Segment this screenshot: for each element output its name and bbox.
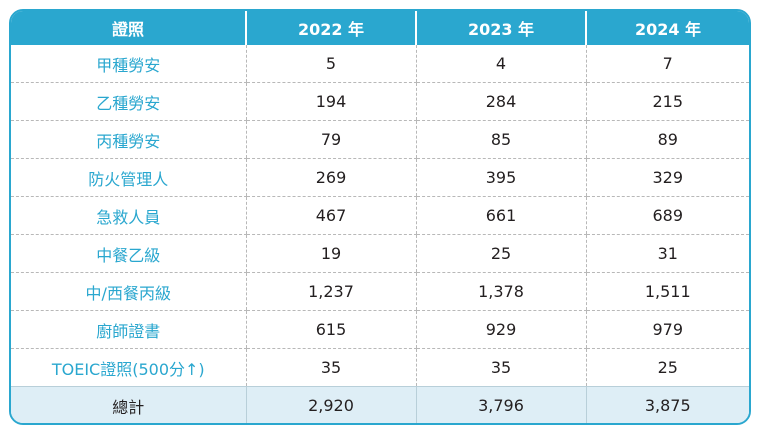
cell-2023: 395	[415, 158, 586, 197]
total-row: 總計 2,920 3,796 3,875	[11, 386, 749, 423]
row-label: 乙種勞安	[11, 82, 246, 121]
table-row: 防火管理人 269 395 329	[11, 158, 749, 197]
row-label: 中/西餐丙級	[11, 272, 246, 311]
cell-2023: 25	[415, 234, 586, 273]
total-label: 總計	[11, 386, 246, 423]
cell-2022: 269	[245, 158, 416, 197]
row-label: TOEIC證照(500分↑)	[11, 348, 246, 387]
header-row: 證照 2022 年 2023 年 2024 年	[11, 11, 749, 45]
cell-2024: 25	[585, 348, 749, 387]
cell-2024: 329	[585, 158, 749, 197]
cell-2024: 979	[585, 310, 749, 349]
cell-2023: 284	[415, 82, 586, 121]
table-row: 廚師證書 615 929 979	[11, 310, 749, 349]
table-body: 甲種勞安 5 4 7 乙種勞安 194 284 215 丙種勞安 79 85 8…	[11, 45, 749, 423]
cell-2023: 1,378	[415, 272, 586, 311]
table-header: 證照 2022 年 2023 年 2024 年	[11, 11, 749, 45]
total-2023: 3,796	[415, 386, 586, 423]
cell-2022: 194	[245, 82, 416, 121]
cell-2023: 35	[415, 348, 586, 387]
cell-2024: 31	[585, 234, 749, 273]
cell-2024: 1,511	[585, 272, 749, 311]
header-year-2023: 2023 年	[415, 11, 586, 45]
row-label: 甲種勞安	[11, 45, 246, 83]
cell-2022: 615	[245, 310, 416, 349]
header-year-2022: 2022 年	[245, 11, 416, 45]
total-2024: 3,875	[585, 386, 749, 423]
table-row: 甲種勞安 5 4 7	[11, 45, 749, 83]
certification-table-container: 證照 2022 年 2023 年 2024 年 甲種勞安 5 4 7 乙種勞安 …	[9, 9, 751, 425]
row-label: 防火管理人	[11, 158, 246, 197]
cell-2022: 1,237	[245, 272, 416, 311]
row-label: 中餐乙級	[11, 234, 246, 273]
header-certificate: 證照	[11, 11, 246, 45]
total-2022: 2,920	[245, 386, 416, 423]
table-row: 中/西餐丙級 1,237 1,378 1,511	[11, 272, 749, 311]
cell-2024: 7	[585, 45, 749, 83]
table-row: 中餐乙級 19 25 31	[11, 234, 749, 273]
cell-2023: 661	[415, 196, 586, 235]
cell-2022: 35	[245, 348, 416, 387]
cell-2023: 929	[415, 310, 586, 349]
cell-2024: 89	[585, 120, 749, 159]
row-label: 丙種勞安	[11, 120, 246, 159]
row-label: 急救人員	[11, 196, 246, 235]
cell-2023: 85	[415, 120, 586, 159]
row-label: 廚師證書	[11, 310, 246, 349]
cell-2022: 79	[245, 120, 416, 159]
table-row: TOEIC證照(500分↑) 35 35 25	[11, 348, 749, 387]
table-row: 乙種勞安 194 284 215	[11, 82, 749, 121]
certification-table: 證照 2022 年 2023 年 2024 年 甲種勞安 5 4 7 乙種勞安 …	[11, 11, 749, 423]
cell-2023: 4	[415, 45, 586, 83]
header-year-2024: 2024 年	[585, 11, 749, 45]
cell-2022: 467	[245, 196, 416, 235]
cell-2022: 19	[245, 234, 416, 273]
cell-2024: 689	[585, 196, 749, 235]
cell-2024: 215	[585, 82, 749, 121]
table-row: 急救人員 467 661 689	[11, 196, 749, 235]
table-row: 丙種勞安 79 85 89	[11, 120, 749, 159]
cell-2022: 5	[245, 45, 416, 83]
